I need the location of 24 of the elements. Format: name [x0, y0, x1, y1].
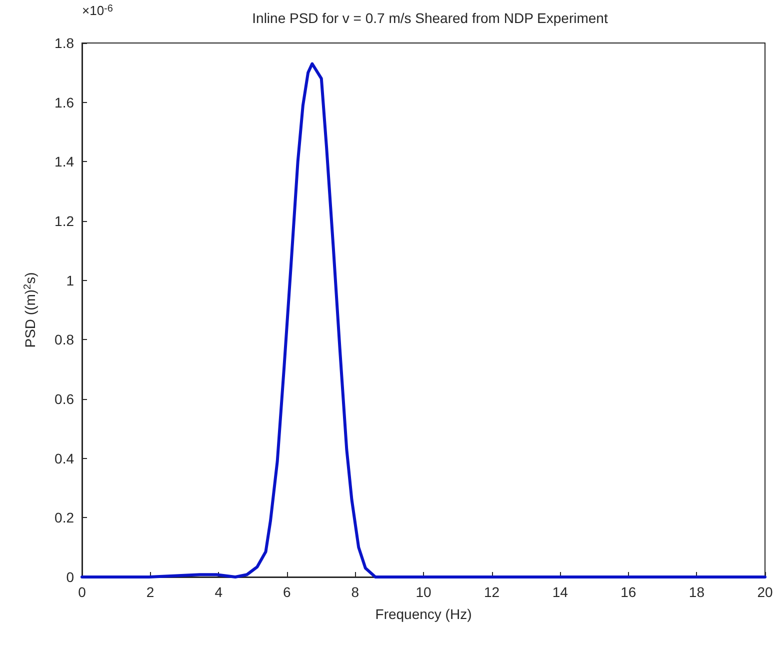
- x-tick-label: 10: [416, 584, 432, 600]
- x-tick-label: 12: [484, 584, 500, 600]
- y-tick-label: 0.6: [54, 391, 74, 407]
- y-tick-label: 1.6: [54, 94, 74, 110]
- y-tick-label: 1.4: [54, 154, 74, 170]
- x-tick-label: 16: [620, 584, 636, 600]
- y-tick-label: 1.8: [54, 35, 74, 51]
- y-tick-label: 1.2: [54, 213, 74, 229]
- y-tick-label: 1: [66, 272, 74, 288]
- x-tick-label: 8: [351, 584, 360, 600]
- x-tick-label: 6: [283, 584, 291, 600]
- y-tick-label: 0.2: [54, 510, 74, 526]
- x-tick-label: 14: [552, 584, 568, 600]
- y-tick-label: 0: [66, 569, 74, 585]
- chart-title: Inline PSD for v = 0.7 m/s Sheared from NDP Experiment: [252, 10, 608, 26]
- x-tick-label: 0: [78, 584, 86, 600]
- x-tick-label: 4: [214, 584, 223, 600]
- y-tick-label: 0.8: [54, 332, 74, 348]
- x-tick-label: 20: [757, 584, 773, 600]
- y-axis-title: PSD ((m)2s): [22, 272, 38, 348]
- x-axis-title: Frequency (Hz): [375, 606, 472, 622]
- x-tick-label: 18: [688, 584, 705, 600]
- x-tick-label: 2: [146, 584, 154, 600]
- y-tick-label: 0.4: [54, 450, 74, 466]
